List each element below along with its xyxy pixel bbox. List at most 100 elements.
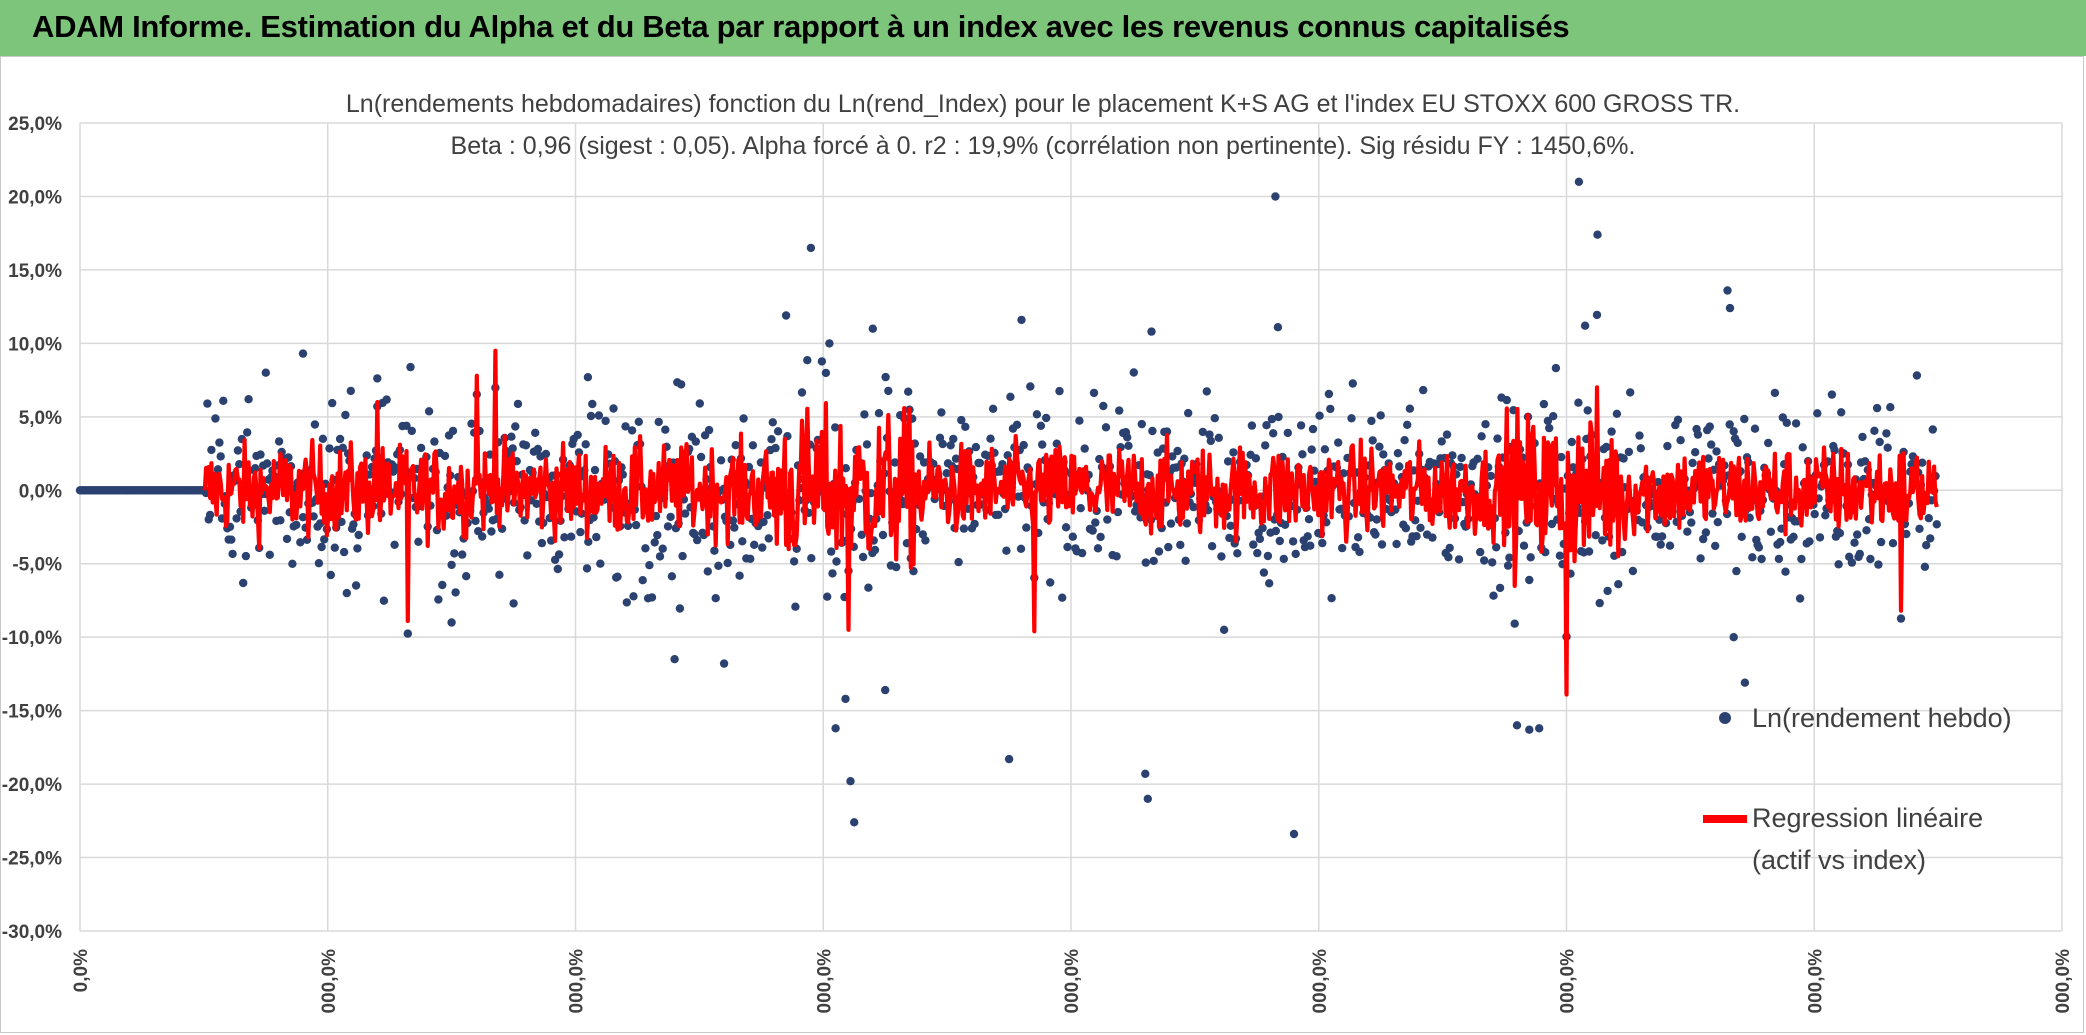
scatter-point [921, 536, 930, 545]
scatter-point [1883, 443, 1892, 452]
scatter-point [1757, 554, 1766, 564]
scatter-point [1437, 437, 1446, 446]
scatter-point [988, 404, 998, 413]
scatter-point [1526, 553, 1535, 562]
scatter-point [1068, 532, 1078, 541]
scatter-point [1296, 421, 1306, 430]
scatter-point [1258, 523, 1267, 533]
scatter-point [213, 465, 223, 474]
scatter-point [975, 458, 985, 468]
scatter-point [262, 459, 272, 468]
scatter-point [695, 399, 704, 408]
scatter-point [447, 560, 456, 570]
scatter-point [215, 438, 224, 447]
scatter-point [650, 538, 659, 547]
x-tick-label: 000,0% [2053, 949, 2074, 1014]
scatter-point [1502, 395, 1512, 405]
scatter-point [1612, 409, 1622, 418]
chart-subtitle: Beta : 0,96 (sigest : 0,05). Alpha forcé… [450, 132, 1636, 160]
scatter-point [846, 777, 855, 786]
scatter-point [592, 532, 601, 542]
scatter-point [647, 593, 657, 602]
scatter-point [1704, 454, 1713, 463]
scatter-point [1886, 403, 1895, 412]
scatter-point [601, 416, 610, 426]
scatter-point [207, 445, 216, 455]
scatter-point [1574, 398, 1583, 407]
scatter-point [235, 460, 244, 469]
scatter-point [1207, 542, 1217, 551]
scatter-point [1214, 433, 1224, 442]
scatter-point [1638, 518, 1647, 527]
scatter-point [1304, 515, 1314, 524]
scatter-point [1262, 421, 1271, 430]
scatter-point [1303, 532, 1312, 541]
scatter-point [1457, 453, 1466, 463]
scatter-point [1129, 368, 1139, 377]
scatter-point [1405, 404, 1415, 413]
scatter-point [864, 583, 873, 592]
scatter-point [817, 357, 827, 366]
scatter-point [1372, 515, 1381, 524]
scatter-point [1206, 436, 1216, 446]
scatter-point [1088, 526, 1097, 535]
legend-label-regression: Regression linéaire [1752, 803, 1984, 833]
scatter-point [298, 513, 308, 522]
scatter-point [1306, 541, 1315, 550]
x-tick-label: 000,0% [319, 949, 340, 1014]
scatter-point [759, 517, 768, 527]
y-tick-label: 5,0% [19, 408, 62, 429]
scatter-point [1687, 518, 1696, 527]
scatter-point [1874, 560, 1883, 569]
scatter-point [937, 408, 946, 417]
scatter-point [373, 374, 382, 383]
scatter-point [458, 550, 467, 559]
scatter-point [1210, 414, 1220, 423]
scatter-point [241, 551, 251, 561]
legend-marker-scatter [1719, 712, 1731, 724]
scatter-point [256, 450, 265, 459]
scatter-point [434, 595, 443, 604]
scatter-point [574, 448, 584, 457]
scatter-point [1932, 520, 1942, 529]
scatter-point [942, 469, 951, 478]
scatter-point [1924, 514, 1934, 523]
scatter-point [763, 511, 772, 520]
scatter-point [1080, 444, 1089, 453]
scatter-point [748, 441, 758, 450]
scatter-point [1334, 438, 1343, 447]
scatter-point [1920, 562, 1930, 571]
scatter-point [351, 581, 361, 590]
scatter-point [1489, 591, 1498, 600]
scatter-point [1708, 509, 1717, 518]
scatter-point [1740, 678, 1750, 687]
scatter-point [342, 588, 351, 598]
scatter-point [1551, 363, 1561, 373]
scatter-point [1701, 528, 1711, 537]
scatter-point [1271, 526, 1281, 536]
scatter-point [1205, 430, 1214, 439]
scatter-point [583, 373, 593, 382]
scatter-point [1130, 507, 1140, 516]
scatter-point [467, 419, 476, 428]
scatter-point [878, 530, 888, 540]
scatter-point [438, 580, 447, 590]
chart-area [0, 56, 2084, 1033]
scatter-point [663, 522, 673, 531]
scatter-point [797, 388, 807, 397]
scatter-point [803, 356, 812, 365]
scatter-point [1189, 502, 1198, 512]
scatter-point [1168, 452, 1177, 461]
scatter-point [1723, 286, 1732, 295]
scatter-point [1093, 544, 1103, 553]
scatter-point [318, 434, 328, 443]
scatter-point [1928, 425, 1938, 434]
scatter-point [1225, 533, 1234, 543]
scatter-point [1591, 531, 1600, 540]
scatter-point [581, 440, 590, 449]
scatter-point [276, 516, 285, 525]
scatter-point [1274, 412, 1283, 422]
scatter-point [330, 543, 339, 552]
scatter-point [1619, 454, 1628, 463]
scatter-point [1705, 422, 1715, 431]
